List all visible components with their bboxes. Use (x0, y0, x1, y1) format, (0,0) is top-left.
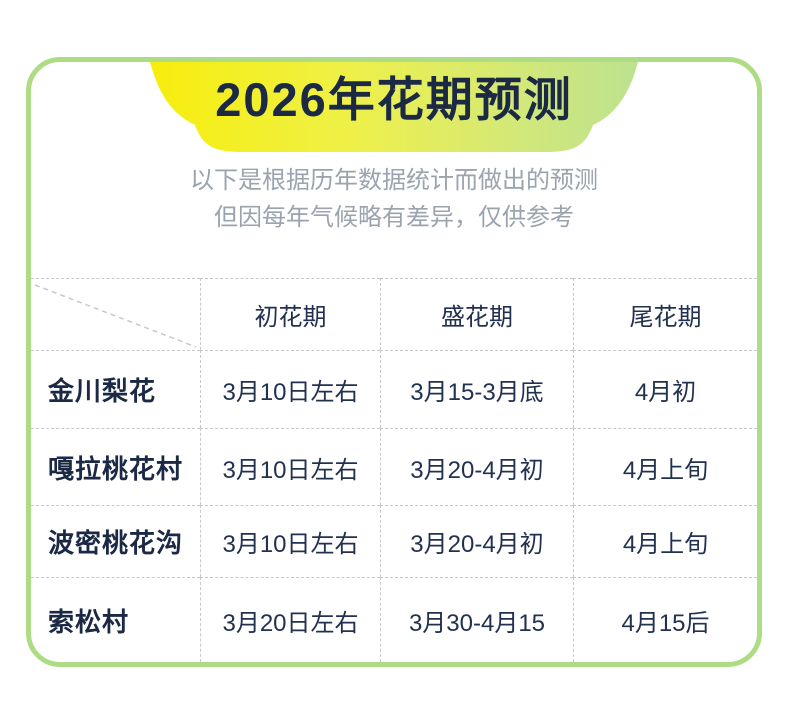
row-label-gala: 嘎拉桃花村 (31, 428, 200, 505)
table-corner-cell (31, 278, 200, 350)
column-header-late: 尾花期 (573, 278, 757, 350)
table-cell: 3月30-4月15 (380, 577, 573, 662)
row-label-jinchuan: 金川梨花 (31, 350, 200, 428)
table-cell: 3月20日左右 (200, 577, 380, 662)
disclaimer-line-1: 以下是根据历年数据统计而做出的预测 (190, 167, 598, 194)
column-header-peak: 盛花期 (380, 278, 573, 350)
table-cell: 3月15-3月底 (380, 350, 573, 428)
row-label-bomi: 波密桃花沟 (31, 505, 200, 577)
table-cell: 3月10日左右 (200, 428, 380, 505)
table-cell: 3月20-4月初 (380, 428, 573, 505)
title-banner-ribbon (150, 62, 638, 152)
disclaimer-text: 以下是根据历年数据统计而做出的预测 但因每年气候略有差异，仅供参考 (31, 162, 757, 236)
page-title: 2026年花期预测 (215, 73, 573, 126)
table-cell: 3月20-4月初 (380, 505, 573, 577)
diagonal-divider (34, 284, 197, 348)
table-cell: 4月15后 (573, 577, 757, 662)
forecast-card: 2026年花期预测 以下是根据历年数据统计而做出的预测 但因每年气候略有差异，仅… (26, 57, 762, 667)
forecast-table: 初花期 盛花期 尾花期 金川梨花 3月10日左右 3月15-3月底 4月初 嘎拉… (31, 278, 757, 662)
table-cell: 4月上旬 (573, 505, 757, 577)
disclaimer-line-2: 但因每年气候略有差异，仅供参考 (214, 204, 574, 231)
table-cell: 3月10日左右 (200, 505, 380, 577)
table-cell: 3月10日左右 (200, 350, 380, 428)
table-cell: 4月初 (573, 350, 757, 428)
table-cell: 4月上旬 (573, 428, 757, 505)
column-header-early: 初花期 (200, 278, 380, 350)
row-label-suosong: 索松村 (31, 577, 200, 662)
